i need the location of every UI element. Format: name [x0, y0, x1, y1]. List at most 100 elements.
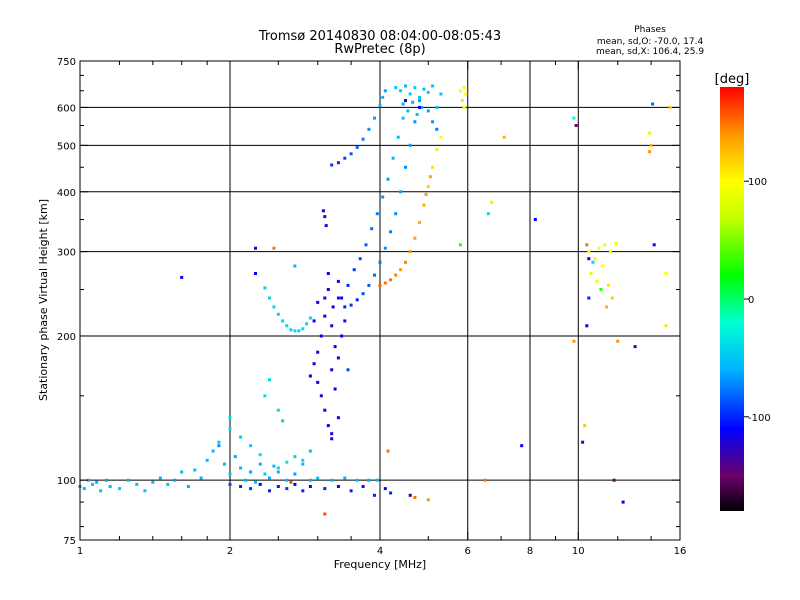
data-point [333, 345, 337, 349]
data-point [263, 394, 267, 398]
x-tick-label: 1 [77, 546, 83, 557]
phases-o-stats: mean, sd,O: -70.0, 17.4 [597, 37, 704, 47]
data-point [343, 319, 347, 323]
data-points [78, 84, 672, 516]
data-point [228, 482, 232, 486]
data-point [413, 236, 417, 240]
data-point [330, 324, 334, 328]
data-point [652, 243, 656, 247]
data-point [404, 84, 407, 88]
data-point [316, 300, 320, 304]
colorbar-tick-label: -100 [748, 413, 771, 424]
data-point [233, 455, 237, 459]
data-point [301, 327, 305, 331]
data-point [301, 458, 305, 462]
data-point [276, 466, 280, 470]
data-point [383, 246, 387, 250]
data-point [422, 87, 426, 91]
data-point [135, 482, 139, 486]
data-point [415, 113, 419, 116]
data-point [428, 175, 432, 179]
data-point [394, 273, 398, 277]
data-point [373, 273, 376, 277]
data-point [272, 246, 276, 250]
data-point [326, 288, 330, 291]
data-point [228, 472, 232, 476]
data-point [293, 482, 297, 486]
data-point [572, 339, 576, 343]
data-point [285, 460, 289, 464]
data-point [404, 99, 407, 103]
data-point [346, 283, 350, 287]
data-point [355, 145, 359, 149]
data-point [305, 322, 309, 326]
data-point [381, 95, 385, 99]
data-point [389, 278, 393, 282]
colorbar-label: [deg] [715, 72, 750, 87]
data-point [239, 435, 243, 439]
data-point [399, 89, 403, 93]
data-point [249, 444, 253, 448]
data-point [413, 120, 417, 124]
data-point [396, 135, 400, 139]
data-point [411, 100, 415, 104]
data-point [330, 478, 334, 482]
phases-heading: Phases [634, 25, 666, 35]
data-point [316, 380, 320, 384]
data-point [272, 464, 276, 468]
data-point [324, 224, 328, 228]
data-point [289, 480, 293, 484]
data-point [173, 478, 177, 482]
data-point [364, 243, 368, 247]
colorbar-gradient [720, 87, 744, 511]
data-point [346, 368, 350, 372]
data-point [587, 250, 591, 254]
data-point [389, 491, 393, 495]
data-point [228, 416, 232, 420]
data-point [301, 462, 305, 466]
data-point [386, 449, 390, 453]
y-tick-label: 600 [57, 103, 76, 114]
data-point [394, 212, 398, 216]
data-point [435, 148, 439, 152]
data-point [333, 387, 337, 391]
data-point [336, 416, 340, 420]
data-point [378, 104, 382, 108]
data-point [276, 408, 280, 412]
data-point [587, 257, 591, 261]
data-point [293, 329, 297, 333]
data-point [483, 478, 487, 482]
data-point [95, 480, 99, 484]
data-point [431, 84, 435, 88]
data-point [375, 478, 379, 482]
data-point [91, 482, 95, 486]
data-point [361, 485, 365, 488]
data-point [648, 150, 652, 154]
data-point [367, 478, 371, 482]
data-point [352, 268, 356, 272]
y-tick-label: 100 [57, 476, 76, 487]
data-point [595, 279, 599, 283]
data-point [386, 177, 390, 181]
data-point [589, 272, 593, 275]
data-point [330, 432, 334, 436]
data-point [323, 314, 327, 318]
data-point [404, 165, 407, 169]
data-point [289, 328, 293, 332]
data-point [408, 92, 412, 96]
data-point [108, 485, 112, 488]
data-point [268, 378, 271, 382]
data-point [585, 243, 589, 247]
data-point [607, 283, 610, 287]
y-tick-label: 300 [57, 248, 76, 259]
data-point [258, 453, 262, 457]
data-point [370, 227, 374, 231]
data-point [272, 305, 276, 309]
data-point [439, 135, 443, 139]
data-point [263, 286, 267, 290]
data-point [408, 143, 412, 147]
data-point [336, 279, 340, 283]
data-point [308, 316, 312, 320]
data-point [612, 478, 616, 482]
data-point [276, 312, 280, 316]
